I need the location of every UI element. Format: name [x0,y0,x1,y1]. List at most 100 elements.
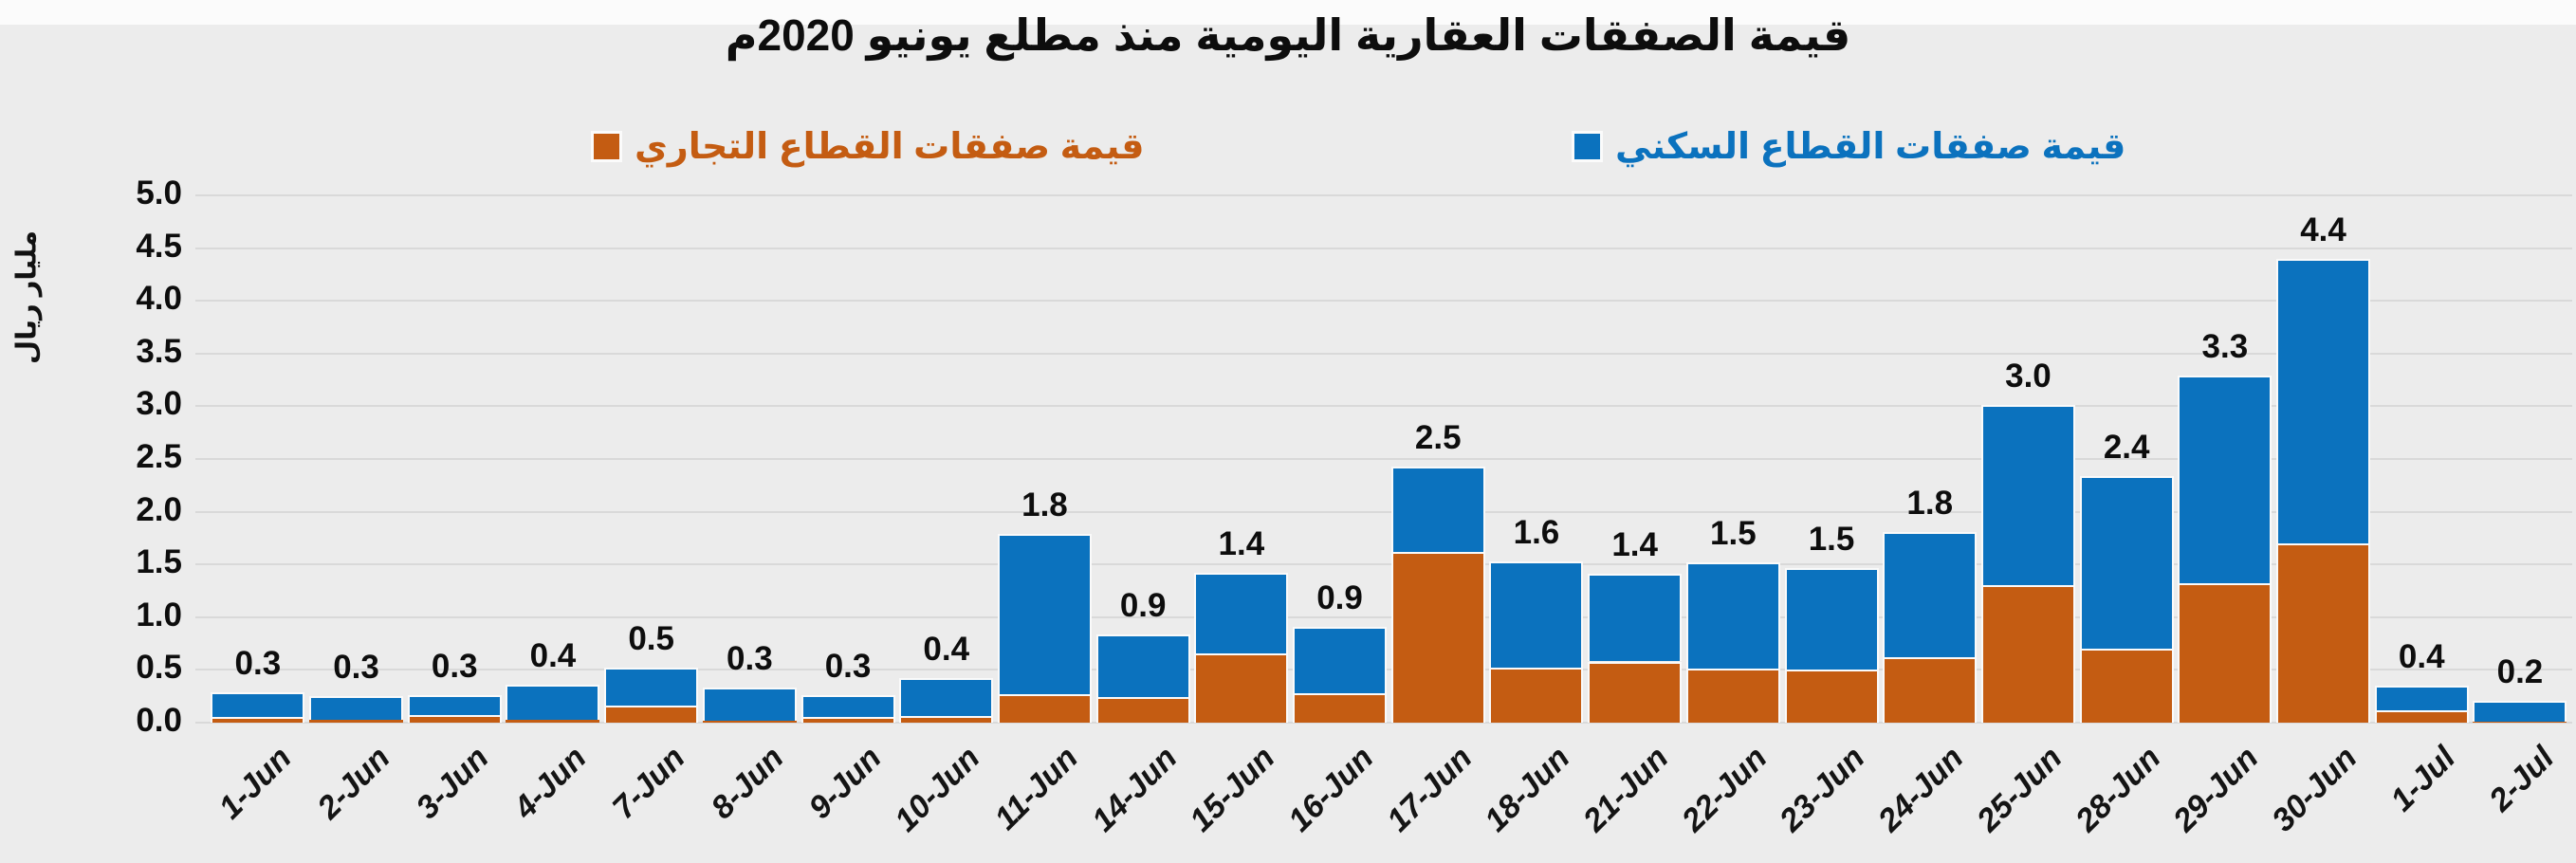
bar-segment-commercial [1784,670,1879,723]
x-axis-tick-label: 1-Jul [2383,740,2463,818]
bar-total-label: 0.3 [333,649,379,687]
bar-segment-commercial [1095,697,1190,723]
bar-total-label: 2.4 [2103,428,2150,466]
bar-total-label: 0.9 [1119,586,1167,624]
x-axis-tick-label: 3-Jun [409,740,496,826]
x-axis-tick-label: 21-Jun [1576,740,1676,839]
x-axis-tick-label: 29-Jun [2166,740,2266,839]
bar-segment-commercial [1390,551,1485,723]
y-axis-tick-label: 1.0 [136,596,182,633]
bar-segment-residential [1883,531,1978,658]
gridline [195,405,2572,408]
x-axis-tick-label: 11-Jun [987,740,1086,837]
bar-segment-residential [604,668,699,707]
x-axis-tick-label: 24-Jun [1871,740,1971,839]
bar-total-label: 0.4 [2398,638,2445,676]
x-axis-tick-label: 2-Jun [310,740,397,826]
bar-segment-residential [702,688,797,721]
bar-total-label: 1.4 [1611,526,1658,564]
gridline [195,510,2572,513]
bar-segment-commercial [1883,657,1978,723]
bar-segment-commercial [309,719,404,723]
bar-segment-commercial [2374,709,2469,723]
bar-segment-residential [997,533,1092,694]
legend-entry-commercial: قيمة صفقات القطاع التجاري [594,125,1145,168]
bar-total-label: 1.5 [1710,514,1757,552]
chart-title: قيمة الصفقات العقارية اليومية منذ مطلع ي… [725,10,1851,60]
x-axis-tick-label: 25-Jun [1969,740,2070,839]
bar-segment-residential [1784,567,1879,670]
bar-segment-commercial [1588,661,1683,723]
bar-segment-residential [1390,466,1485,552]
bar-segment-residential [1980,405,2075,586]
y-axis-tick-label: 4.5 [136,227,182,265]
x-axis-tick-label: 17-Jun [1379,740,1480,839]
x-axis-tick-label: 8-Jun [704,740,791,826]
y-axis-tick-label: 2.0 [136,490,182,528]
x-axis-tick-label: 10-Jun [888,740,987,839]
gridline [195,352,2572,355]
bar-segment-commercial [2276,542,2371,723]
bar-segment-commercial [1489,668,1584,723]
x-axis-tick-label: 14-Jun [1084,740,1185,839]
bar-total-label: 0.3 [727,640,773,678]
bar-total-label: 0.3 [431,648,478,686]
bar-total-label: 1.8 [1021,486,1068,523]
bar-segment-residential [1588,574,1683,662]
bar-total-label: 1.8 [1906,484,1954,522]
gridline [195,458,2572,460]
bar-segment-commercial [2079,649,2174,723]
bar-segment-residential [1293,626,1388,693]
bar-segment-commercial [702,720,797,723]
bar-segment-residential [309,696,404,720]
bar-segment-commercial [1980,585,2075,723]
x-axis-tick-label: 15-Jun [1183,740,1282,839]
bar-segment-residential [899,678,994,717]
bar-segment-commercial [2473,721,2567,723]
x-axis-tick-label: 30-Jun [2265,740,2364,839]
top-white-strip [0,0,2576,25]
legend-label-commercial: قيمة صفقات القطاع التجاري [635,127,1145,167]
x-axis-tick-label: 18-Jun [1478,740,1577,839]
bar-total-label: 0.3 [824,648,872,686]
x-axis-tick-label: 9-Jun [801,740,889,826]
x-axis-tick-label: 4-Jun [506,740,594,826]
bar-segment-commercial [211,717,305,723]
bar-total-label: 0.4 [923,631,970,669]
legend-entry-residential: قيمة صفقات القطاع السكني [1574,125,2125,168]
bar-segment-residential [211,691,305,718]
bar-total-label: 4.4 [2300,211,2346,248]
y-axis-tick-label: 5.0 [136,174,182,211]
bar-total-label: 0.2 [2496,652,2544,690]
x-axis-tick-label: 23-Jun [1773,740,1872,839]
bar-segment-commercial [407,715,502,723]
bar-segment-residential [1194,573,1289,653]
x-axis-tick-label: 22-Jun [1674,740,1775,839]
x-axis-tick-label: 16-Jun [1281,740,1381,839]
bar-segment-residential [506,684,600,720]
bar-total-label: 0.9 [1316,578,1363,616]
bar-segment-residential [2178,376,2272,584]
bar-segment-residential [407,695,502,716]
bar-total-label: 1.5 [1808,520,1855,558]
gridline [195,563,2572,566]
bar-total-label: 3.3 [2201,328,2249,366]
x-axis-tick-label: 2-Jul [2481,740,2561,818]
gridline [195,247,2572,249]
bar-segment-residential [2276,258,2371,543]
bar-total-label: 1.4 [1218,525,1265,563]
y-axis-tick-label: 3.0 [136,385,182,423]
bar-segment-commercial [1194,652,1289,723]
bar-segment-residential [2473,700,2567,722]
y-axis-tick-label: 3.5 [136,332,182,370]
gridline [195,615,2572,618]
bar-segment-commercial [506,719,600,723]
bar-total-label: 0.3 [234,644,282,682]
x-axis-tick-label: 1-Jun [212,740,299,826]
gridline [195,722,2572,724]
bar-segment-commercial [2178,583,2272,723]
bar-segment-commercial [899,716,994,723]
bar-total-label: 1.6 [1513,513,1560,551]
bar-segment-commercial [997,693,1092,723]
